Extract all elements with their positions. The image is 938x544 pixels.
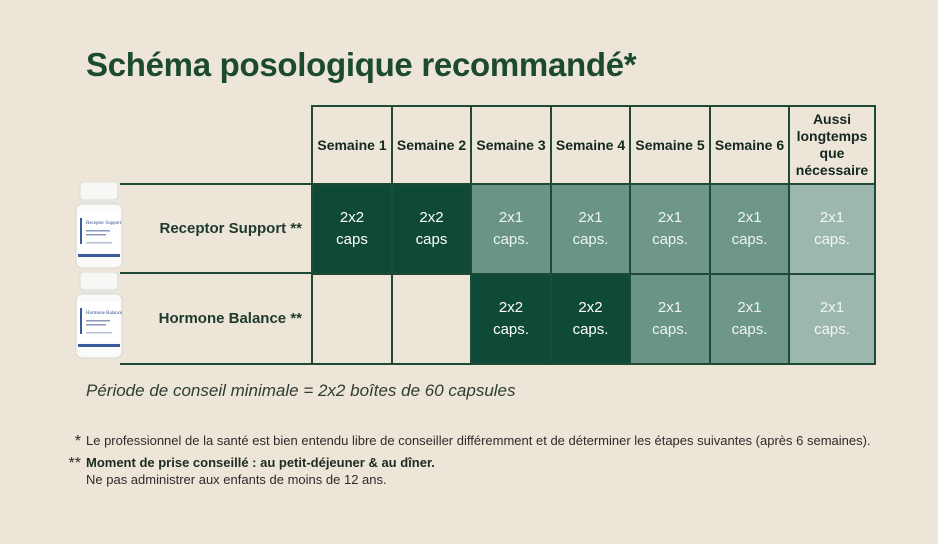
dose-unit: caps.	[493, 321, 529, 338]
dose-qty: 2x2	[578, 299, 603, 316]
dose-cell-empty	[391, 273, 472, 365]
hormone-balance-bottle-image: Hormone Balance	[75, 272, 123, 359]
receptor-support-bottle-image: Receptor Support	[75, 182, 123, 269]
dose-qty: 2x1	[498, 209, 524, 226]
row-divider-bottom	[120, 363, 313, 365]
dose-unit: caps	[336, 231, 368, 248]
column-header-week-6: Semaine 6	[709, 105, 790, 185]
dose-unit: caps.	[731, 321, 768, 338]
dose-cell: 2x1 caps.	[629, 273, 711, 365]
dose-qty: 2x1	[819, 299, 845, 316]
dose-qty: 2x1	[737, 209, 762, 226]
dose-cell: 2x2 caps.	[470, 273, 552, 365]
dose-unit: caps.	[652, 231, 688, 248]
column-header-week-1: Semaine 1	[311, 105, 393, 185]
dose-qty: 2x1	[657, 209, 683, 226]
table-row-receptor-support: 2x2 caps 2x2 caps 2x1 caps. 2x1 caps. 2x1 cap…	[311, 183, 876, 275]
footnote-1-text: Le professionnel de la santé est bien en…	[86, 433, 871, 448]
dose-qty: 2x1	[657, 299, 683, 316]
column-header-week-4: Semaine 4	[550, 105, 631, 185]
dose-qty: 2x2	[419, 209, 444, 226]
dose-cell: 2x2 caps.	[550, 273, 631, 365]
column-header-week-5: Semaine 5	[629, 105, 711, 185]
dose-cell: 2x1 caps.	[709, 273, 790, 365]
column-header-as-long-as-needed: Aussi longtemps que nécessaire	[788, 105, 876, 185]
dose-cell: 2x1 caps.	[629, 183, 711, 275]
dose-cell: 2x2 caps	[391, 183, 472, 275]
hormone-balance-bottle-label: Hormone Balance	[86, 311, 123, 316]
row-label-hormone-balance: Hormone Balance **	[158, 310, 302, 327]
dose-unit: caps.	[572, 231, 609, 248]
footnote-1: * Le professionnel de la santé est bien …	[75, 433, 871, 450]
dose-cell: 2x1 caps.	[470, 183, 552, 275]
dose-qty: 2x1	[737, 299, 762, 316]
dose-unit: caps.	[652, 321, 688, 338]
page-title: Schéma posologique recommandé*	[86, 46, 637, 83]
row-divider-top	[120, 183, 313, 185]
dose-unit: caps.	[493, 231, 529, 248]
dose-cell-empty	[311, 273, 393, 365]
footnote-1-marker: *	[74, 433, 81, 450]
dose-unit: caps	[415, 231, 448, 248]
dose-qty: 2x1	[578, 209, 603, 226]
dose-cell: 2x1 caps.	[709, 183, 790, 275]
row-label-receptor-support: Receptor Support **	[159, 220, 302, 237]
dose-cell: 2x1 caps.	[788, 273, 876, 365]
column-header-week-2: Semaine 2	[391, 105, 472, 185]
table-header-row: Semaine 1 Semaine 2 Semaine 3 Semaine 4 …	[311, 105, 876, 185]
dosage-table: Semaine 1 Semaine 2 Semaine 3 Semaine 4 …	[311, 105, 876, 365]
minimum-period-note: Période de conseil minimale = 2x2 boîtes…	[86, 381, 516, 400]
dose-unit: caps.	[814, 231, 850, 248]
dose-cell: 2x1 caps.	[788, 183, 876, 275]
dose-cell: 2x1 caps.	[550, 183, 631, 275]
dose-unit: caps.	[731, 231, 768, 248]
dose-unit: caps.	[814, 321, 850, 338]
footnote-2-marker: **	[68, 455, 81, 472]
column-header-week-3: Semaine 3	[470, 105, 552, 185]
footnote-2-line-2: Ne pas administrer aux enfants de moins …	[86, 472, 387, 487]
dose-qty: 2x2	[339, 209, 365, 226]
receptor-support-bottle-label: Receptor Support	[86, 221, 122, 226]
footnote-2: ** Moment de prise conseillé : au petit-…	[69, 455, 435, 472]
dose-unit: caps.	[572, 321, 609, 338]
footnote-2-bold-text: Moment de prise conseillé : au petit-déj…	[86, 455, 435, 470]
row-divider-middle	[120, 272, 313, 274]
dose-qty: 2x1	[819, 209, 845, 226]
table-row-hormone-balance: 2x2 caps. 2x2 caps. 2x1 caps. 2x1 caps. 2x1 c…	[311, 273, 876, 365]
dose-cell: 2x2 caps	[311, 183, 393, 275]
dose-qty: 2x2	[498, 299, 524, 316]
